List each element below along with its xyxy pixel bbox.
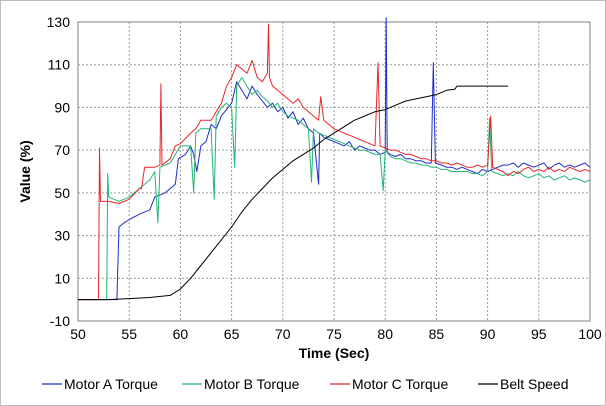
series-line-motor-c-torque [78, 23, 591, 301]
x-tick-label: 55 [121, 326, 137, 342]
x-tick-label: 60 [173, 326, 189, 342]
x-tick-label: 70 [275, 326, 291, 342]
x-tick-label: 85 [429, 326, 445, 342]
x-tick-label: 50 [70, 326, 86, 342]
y-tick-label: 90 [54, 99, 70, 115]
legend-label: Belt Speed [500, 376, 569, 392]
legend-item: Motor C Torque [330, 376, 448, 392]
legend-label: Motor B Torque [204, 376, 300, 392]
series-line-motor-a-torque [78, 17, 591, 301]
series-line-motor-b-torque [78, 77, 591, 301]
x-tick-label: 75 [326, 326, 342, 342]
series-lines [78, 17, 591, 301]
x-axis-title: Time (Sec) [299, 345, 370, 361]
legend-item: Motor A Torque [42, 376, 158, 392]
series-line-belt-speed [78, 85, 509, 301]
y-tick-label: 10 [54, 270, 70, 286]
y-tick-label: 50 [54, 185, 70, 201]
x-tick-label: 100 [578, 326, 602, 342]
legend-item: Belt Speed [478, 376, 569, 392]
legend: Motor A Torque Motor B Torque Motor C Torq… [42, 376, 569, 392]
x-tick-label: 90 [480, 326, 496, 342]
legend-label: Motor C Torque [352, 376, 448, 392]
x-tick-label: 95 [531, 326, 547, 342]
y-tick-label: 110 [48, 57, 71, 73]
y-tick-label: -10 [50, 313, 70, 329]
tick-labels: 50 55 60 65 70 75 80 85 90 95 100 -10 10 30 50 70 90 110 1… [47, 14, 602, 342]
y-tick-label: 30 [54, 228, 70, 244]
legend-label: Motor A Torque [64, 376, 158, 392]
legend-item: Motor B Torque [182, 376, 300, 392]
y-axis-title: Value (%) [17, 140, 33, 202]
x-tick-label: 65 [224, 326, 240, 342]
x-tick-label: 80 [377, 326, 393, 342]
y-tick-label: 70 [54, 142, 70, 158]
y-tick-label: 130 [47, 14, 71, 30]
